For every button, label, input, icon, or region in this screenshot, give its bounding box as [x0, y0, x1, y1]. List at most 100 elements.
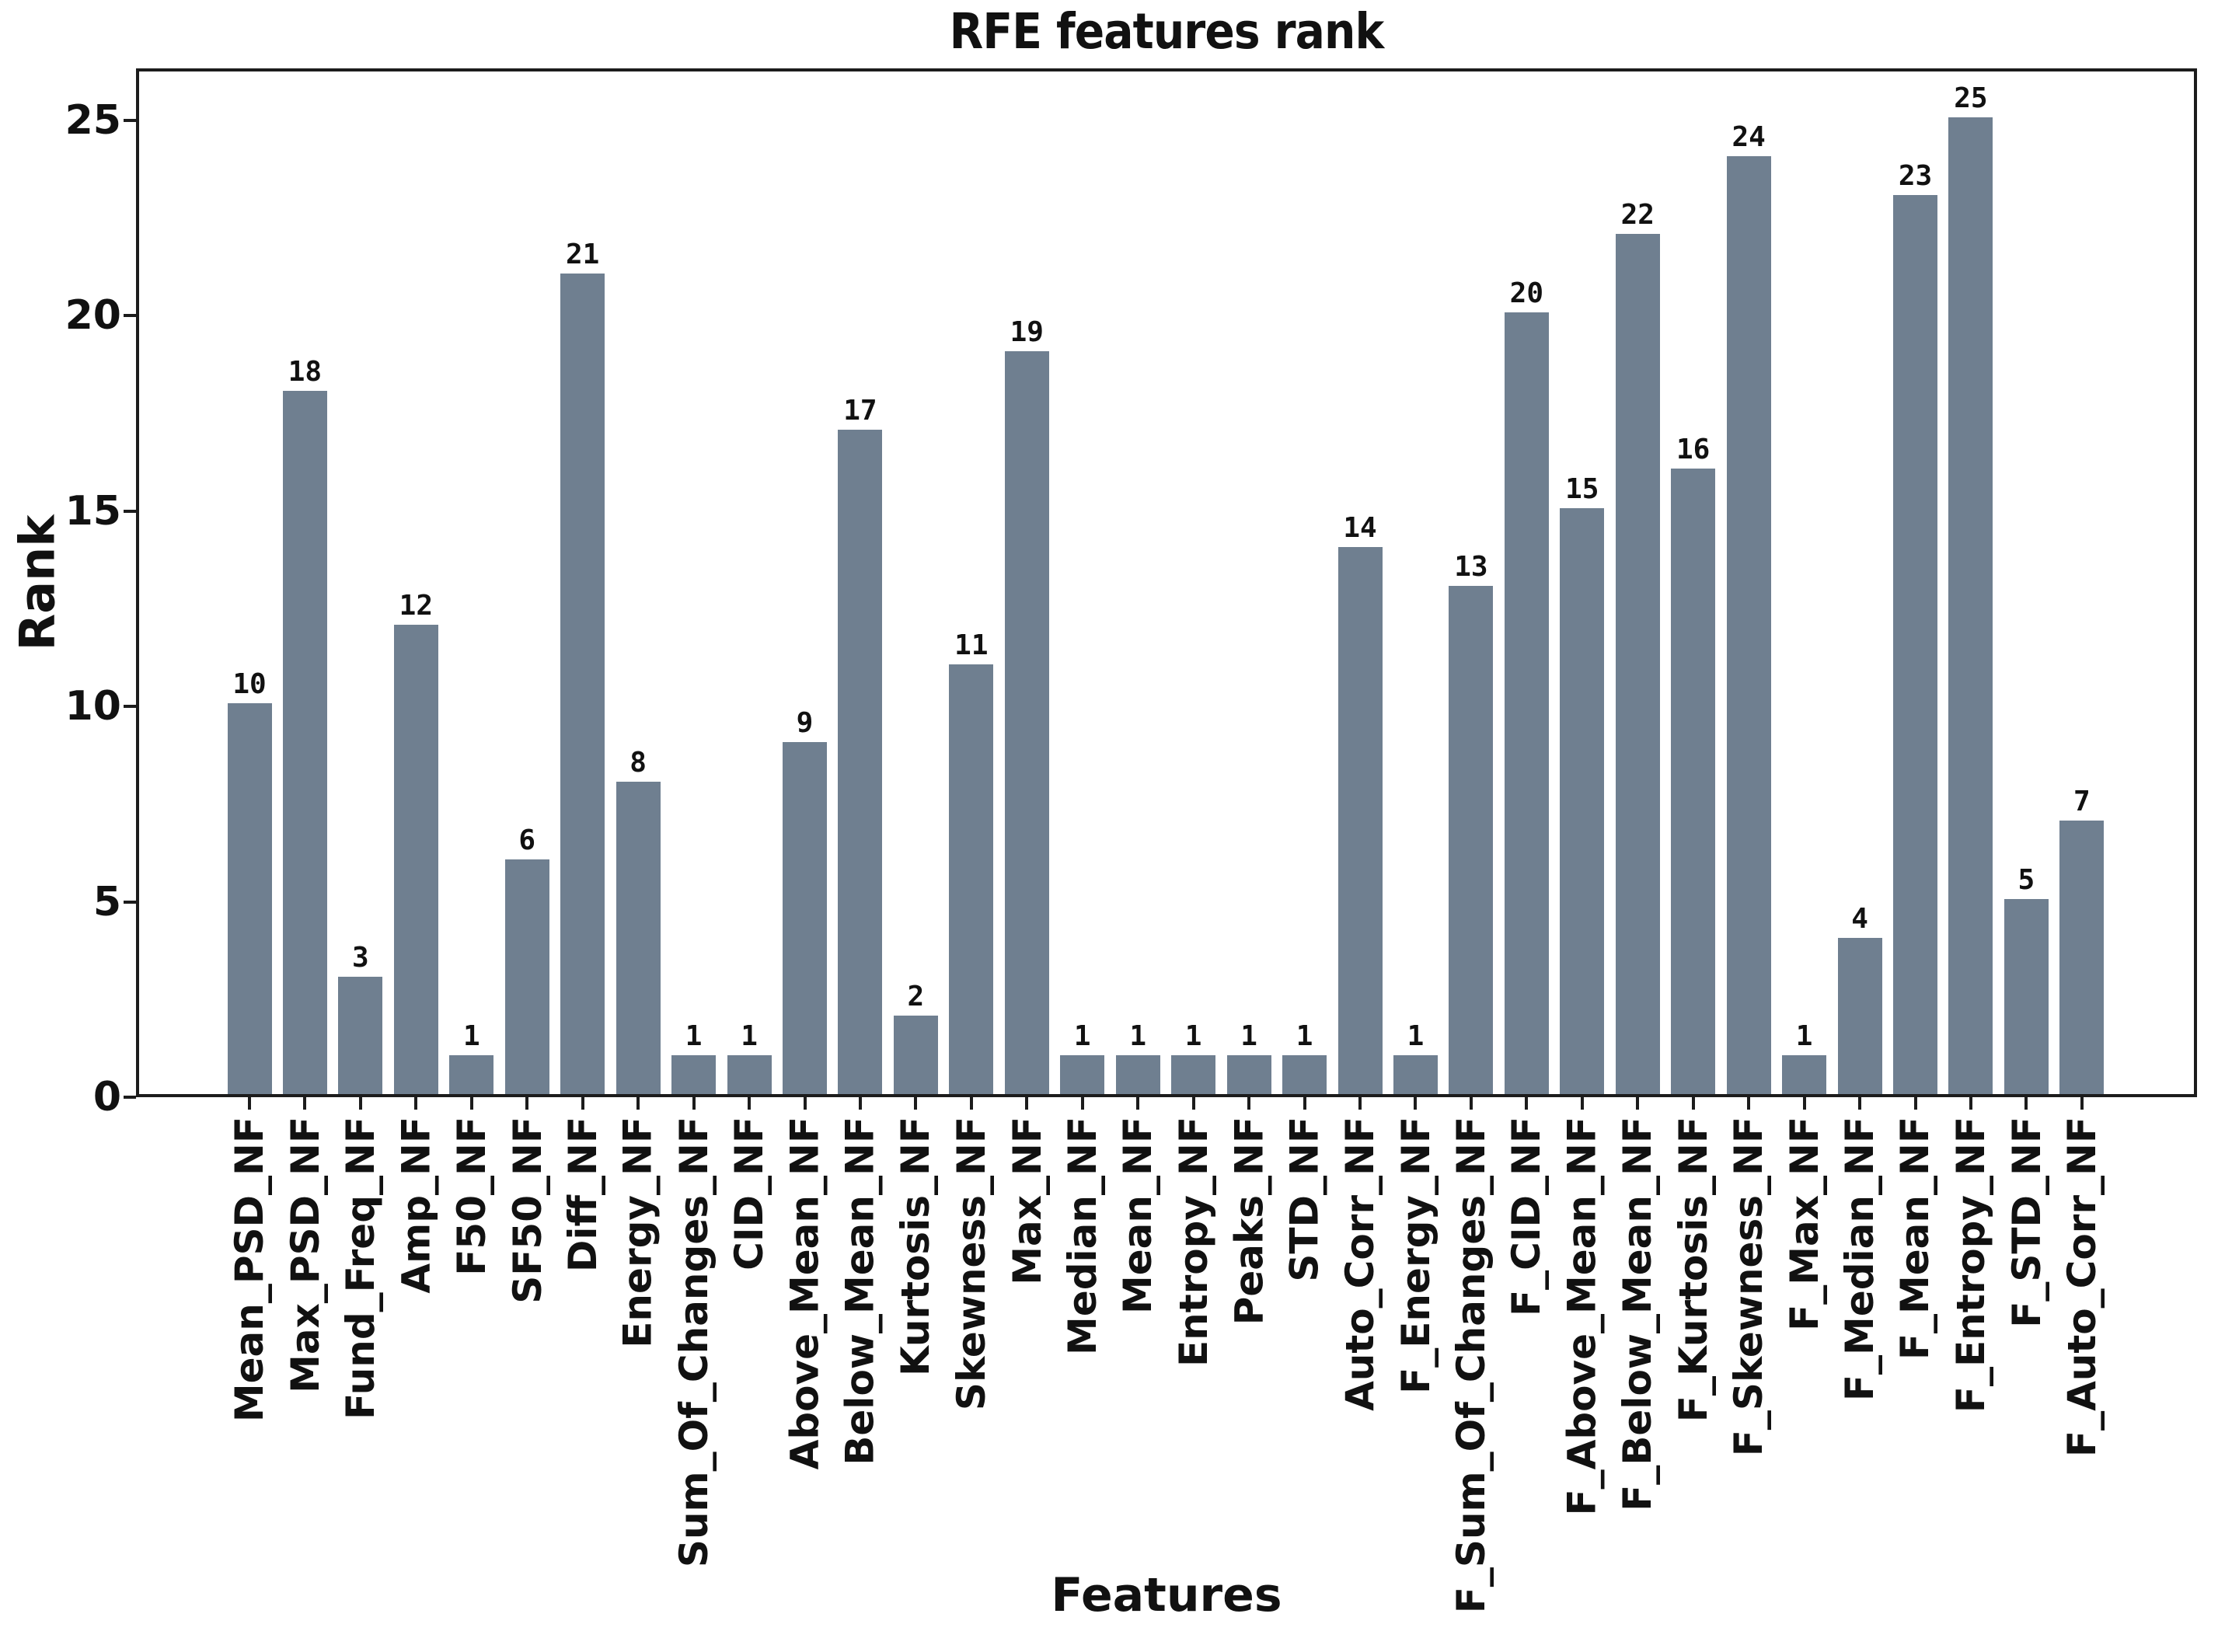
- x-tick-label: STD_NF: [1282, 1117, 1327, 1282]
- bar: [338, 977, 383, 1094]
- bar-value-label: 1: [685, 1019, 703, 1052]
- bar: [393, 625, 438, 1094]
- bar: [1226, 1054, 1271, 1094]
- x-tick-label: F_CID_NF: [1504, 1117, 1550, 1316]
- x-tick: [1691, 1097, 1695, 1110]
- y-tick-label: 10: [65, 683, 121, 730]
- x-tick: [1469, 1097, 1473, 1110]
- x-tick-label: F_STD_NF: [2004, 1117, 2049, 1328]
- x-tick-label: F_Energy_NF: [1393, 1117, 1439, 1394]
- bar-value-label: 4: [1851, 902, 1868, 935]
- x-tick: [636, 1097, 640, 1110]
- x-tick-label: F_Entropy_NF: [1948, 1117, 1993, 1413]
- bar: [1837, 937, 1882, 1094]
- x-tick: [1858, 1097, 1862, 1110]
- bar: [227, 703, 272, 1094]
- x-tick: [2024, 1097, 2028, 1110]
- x-tick: [1303, 1097, 1306, 1110]
- x-tick: [2080, 1097, 2084, 1110]
- x-tick: [358, 1097, 362, 1110]
- bar-value-label: 14: [1343, 511, 1377, 544]
- y-tick-label: 15: [65, 487, 121, 535]
- bar-value-label: 21: [566, 238, 600, 270]
- bar: [1115, 1054, 1160, 1094]
- x-tick: [969, 1097, 973, 1110]
- x-tick: [1747, 1097, 1751, 1110]
- x-tick: [858, 1097, 862, 1110]
- bar-value-label: 16: [1676, 434, 1711, 466]
- bar-value-label: 24: [1732, 120, 1766, 153]
- bar: [838, 429, 883, 1094]
- bar: [2004, 898, 2049, 1094]
- bar: [1060, 1054, 1105, 1094]
- x-tick-label: F_Median_NF: [1837, 1117, 1883, 1402]
- x-tick: [1802, 1097, 1806, 1110]
- bar-value-label: 15: [1565, 472, 1599, 505]
- y-axis-label: Rank: [9, 514, 66, 651]
- bar: [1004, 351, 1049, 1094]
- x-tick: [692, 1097, 696, 1110]
- x-tick: [1414, 1097, 1418, 1110]
- x-tick: [1080, 1097, 1084, 1110]
- bar-value-label: 1: [1795, 1019, 1813, 1052]
- bar: [1282, 1054, 1327, 1094]
- bar-value-label: 20: [1509, 277, 1544, 309]
- bar: [727, 1054, 772, 1094]
- bar: [2059, 820, 2105, 1094]
- x-axis-label: Features: [1051, 1568, 1282, 1622]
- y-tick: [124, 705, 136, 708]
- y-tick: [124, 1096, 136, 1099]
- bar-value-label: 6: [518, 824, 536, 857]
- x-tick-label: F_Sum_Of_Changes_NF: [1448, 1117, 1494, 1614]
- x-tick: [1913, 1097, 1917, 1110]
- bar-value-label: 1: [1073, 1019, 1091, 1052]
- bar-value-label: 1: [1407, 1019, 1425, 1052]
- bar-value-label: 1: [462, 1019, 480, 1052]
- bar: [282, 390, 327, 1094]
- y-tick: [124, 118, 136, 122]
- x-tick: [1525, 1097, 1529, 1110]
- bar: [949, 664, 994, 1094]
- x-tick-label: SF50_NF: [504, 1117, 550, 1304]
- x-tick-label: F_Max_NF: [1781, 1117, 1827, 1331]
- x-tick: [1580, 1097, 1584, 1110]
- bar-value-label: 1: [1184, 1019, 1202, 1052]
- x-tick-label: Energy_NF: [616, 1117, 661, 1348]
- x-tick-label: Peaks_NF: [1226, 1117, 1272, 1326]
- x-tick-label: Kurtosis_NF: [893, 1117, 939, 1377]
- bar-value-label: 11: [954, 629, 989, 661]
- y-tick-label: 20: [65, 292, 121, 339]
- bar-value-label: 10: [232, 668, 267, 700]
- bar: [1449, 586, 1494, 1094]
- x-tick-label: CID_NF: [727, 1117, 772, 1270]
- bar: [1782, 1054, 1827, 1094]
- x-tick-label: Fund_Freq_NF: [337, 1117, 383, 1420]
- bar-value-label: 3: [352, 942, 369, 974]
- x-tick: [248, 1097, 251, 1110]
- bar: [1504, 312, 1549, 1094]
- x-tick-label: F50_NF: [448, 1117, 494, 1276]
- x-tick-label: F_Kurtosis_NF: [1670, 1117, 1716, 1423]
- bar: [504, 859, 549, 1094]
- x-tick-label: Entropy_NF: [1170, 1117, 1216, 1368]
- bar-value-label: 22: [1620, 199, 1655, 232]
- x-tick-label: Sum_Of_Changes_NF: [671, 1117, 717, 1568]
- bar-value-label: 1: [741, 1019, 758, 1052]
- bar-value-label: 12: [399, 590, 434, 622]
- bar-value-label: 17: [843, 394, 877, 427]
- x-tick: [803, 1097, 807, 1110]
- bar: [893, 1016, 938, 1094]
- x-tick-label: Max_PSD_NF: [282, 1117, 328, 1393]
- y-tick: [124, 314, 136, 317]
- x-tick-label: Median_NF: [1059, 1117, 1105, 1355]
- x-tick: [1247, 1097, 1251, 1110]
- bar-value-label: 23: [1898, 160, 1933, 193]
- x-tick-label: F_Below_Mean_NF: [1615, 1117, 1661, 1511]
- x-tick: [748, 1097, 752, 1110]
- bar: [616, 781, 661, 1094]
- bar: [783, 742, 827, 1094]
- x-tick: [1636, 1097, 1640, 1110]
- x-tick: [1358, 1097, 1362, 1110]
- bar-value-label: 1: [1296, 1019, 1313, 1052]
